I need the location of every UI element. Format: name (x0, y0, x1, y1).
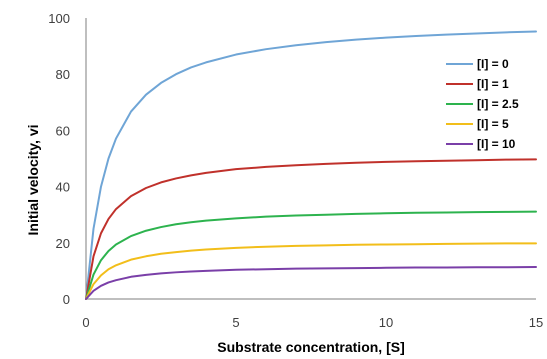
legend-label-0: [I] = 0 (477, 57, 509, 71)
x-tick-label: 0 (82, 315, 89, 330)
y-tick-label: 0 (63, 292, 70, 307)
legend: [I] = 0 [I] = 1 [I] = 2.5 [I] = 5 [I] = 10 (446, 57, 519, 151)
y-tick-label: 80 (56, 67, 70, 82)
legend-label-2: [I] = 2.5 (477, 97, 519, 111)
series-line-1 (85, 158, 537, 300)
legend-label-4: [I] = 10 (477, 137, 516, 151)
x-tick-label: 5 (232, 315, 239, 330)
y-tick-label: 40 (56, 180, 70, 195)
y-tick-labels: 0 20 40 60 80 100 (48, 11, 70, 307)
series-lines (85, 30, 537, 300)
legend-label-3: [I] = 5 (477, 117, 509, 131)
y-tick-label: 60 (56, 123, 70, 138)
x-tick-label: 10 (379, 315, 393, 330)
series-line-3 (85, 242, 537, 300)
y-tick-label: 100 (48, 11, 70, 26)
x-tick-labels: 0 5 10 15 (82, 315, 543, 330)
y-axis-title: Initial velocity, vi (25, 124, 41, 235)
series-line-2 (85, 210, 537, 300)
x-axis-title: Substrate concentration, [S] (217, 339, 404, 355)
x-tick-label: 15 (529, 315, 543, 330)
y-tick-label: 20 (56, 236, 70, 251)
series-line-4 (85, 265, 537, 300)
legend-label-1: [I] = 1 (477, 77, 509, 91)
axes (85, 18, 536, 300)
series-line-0 (85, 30, 537, 300)
